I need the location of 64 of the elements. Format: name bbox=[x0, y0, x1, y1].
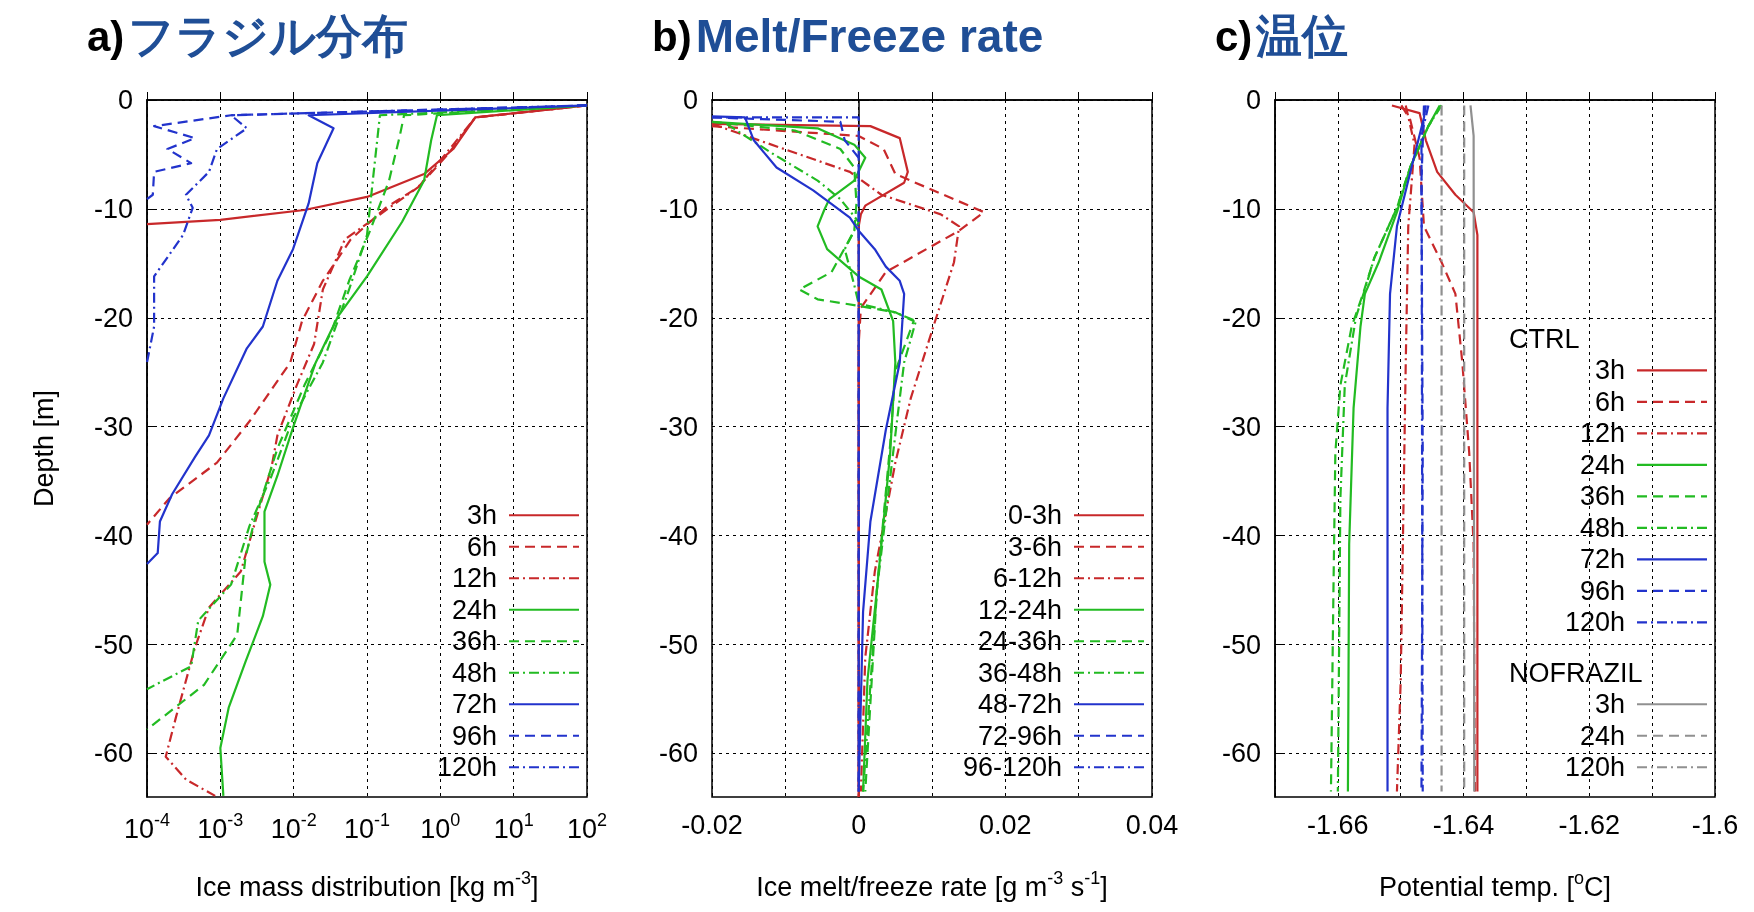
legend-label: 3h bbox=[1594, 689, 1625, 720]
x-tick-label: 0.02 bbox=[979, 809, 1032, 840]
y-tick-label: -10 bbox=[93, 193, 133, 224]
y-tick-label: -60 bbox=[1221, 738, 1261, 769]
legend-label: 36h bbox=[1579, 481, 1625, 512]
legend-label: 3h bbox=[1594, 355, 1625, 386]
legend-label: 96-120h bbox=[962, 752, 1062, 783]
y-tick-label: -10 bbox=[658, 193, 698, 224]
legend-label: 48h bbox=[451, 657, 497, 688]
legend-label: 12h bbox=[1579, 418, 1625, 449]
y-tick-label: 0 bbox=[682, 85, 698, 115]
y-tick-label: -30 bbox=[93, 411, 133, 442]
legend-label: 36h bbox=[451, 626, 497, 657]
legend-label: 12h bbox=[451, 563, 497, 594]
legend-label: 6-12h bbox=[992, 563, 1062, 594]
legend-label: 120h bbox=[1564, 607, 1625, 638]
legend-label: 24-36h bbox=[977, 626, 1062, 657]
legend-label: 24h bbox=[1579, 720, 1625, 751]
legend-label: 120h bbox=[436, 752, 497, 783]
legend-label: 72-96h bbox=[977, 720, 1062, 751]
x-tick-label: -1.64 bbox=[1432, 809, 1495, 840]
y-axis-title: Depth [m] bbox=[28, 389, 59, 508]
y-tick-label: -30 bbox=[658, 411, 698, 442]
y-tick-label: -20 bbox=[1221, 302, 1261, 333]
y-tick-label: -20 bbox=[93, 302, 133, 333]
x-tick-label: 0 bbox=[851, 809, 867, 840]
y-tick-label: -50 bbox=[1221, 629, 1261, 660]
legend-label: 48-72h bbox=[977, 689, 1062, 720]
legend-label: 3h bbox=[466, 500, 497, 531]
legend-label: 24h bbox=[1579, 449, 1625, 480]
legend-title: CTRL bbox=[1509, 323, 1580, 354]
y-tick-label: -20 bbox=[658, 302, 698, 333]
y-tick-label: -50 bbox=[93, 629, 133, 660]
y-tick-label: -60 bbox=[93, 738, 133, 769]
legend-label: 72h bbox=[1579, 544, 1625, 575]
chart-title: b)Melt/Freeze rate bbox=[652, 10, 1044, 62]
legend-label: 96h bbox=[1579, 575, 1625, 606]
legend-label: 6h bbox=[466, 531, 497, 562]
legend-label: 96h bbox=[451, 720, 497, 751]
legend-label: 36-48h bbox=[977, 657, 1062, 688]
y-tick-label: 0 bbox=[1245, 85, 1261, 115]
y-tick-label: -40 bbox=[1221, 520, 1261, 551]
y-tick-label: -40 bbox=[93, 520, 133, 551]
y-tick-label: -30 bbox=[1221, 411, 1261, 442]
y-tick-label: -10 bbox=[1221, 193, 1261, 224]
legend-label: 0-3h bbox=[1007, 500, 1062, 531]
x-tick-label: 0.04 bbox=[1125, 809, 1179, 840]
annotation: NOFRAZIL bbox=[1509, 657, 1643, 688]
y-tick-label: -60 bbox=[658, 738, 698, 769]
legend-label: 3-6h bbox=[1007, 531, 1062, 562]
x-tick-label: -1.66 bbox=[1307, 809, 1369, 840]
x-tick-label: -1.62 bbox=[1558, 809, 1621, 840]
legend-label: 12-24h bbox=[977, 594, 1062, 625]
legend-label: 24h bbox=[451, 594, 497, 625]
y-tick-label: -40 bbox=[658, 520, 698, 551]
x-tick-label: -1.6 bbox=[1691, 809, 1739, 840]
chart-title: c)温位 bbox=[1215, 10, 1349, 62]
legend-label: 120h bbox=[1564, 752, 1625, 783]
y-tick-label: -50 bbox=[658, 629, 698, 660]
legend-label: 72h bbox=[451, 689, 497, 720]
legend-label: 6h bbox=[1594, 386, 1625, 417]
y-tick-label: 0 bbox=[117, 85, 133, 115]
x-tick-label: -0.02 bbox=[681, 809, 743, 840]
chart-title: a)フラジル分布 bbox=[87, 10, 409, 62]
